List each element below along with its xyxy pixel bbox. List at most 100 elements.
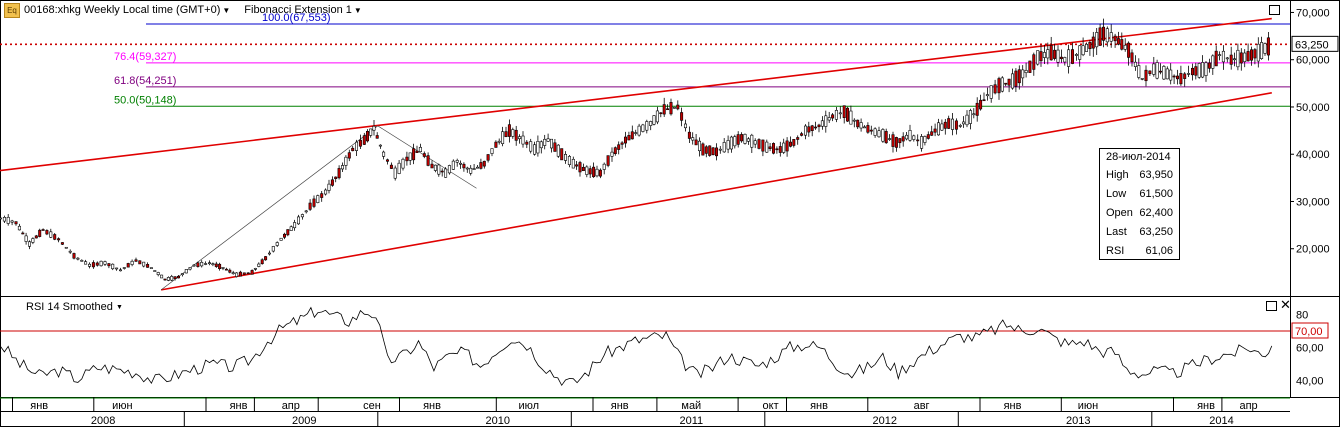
candle-body — [1229, 54, 1233, 65]
candle-body — [134, 259, 138, 262]
title-dropdown-icon[interactable]: ▼ — [222, 5, 231, 15]
candle-body — [1204, 62, 1208, 76]
candle-body — [972, 113, 976, 116]
candle-body — [613, 147, 617, 154]
candle-body — [1225, 57, 1229, 60]
candle-body — [437, 164, 441, 175]
candle-body — [1250, 49, 1254, 61]
candle-body — [655, 110, 659, 123]
candle-body — [0, 217, 3, 220]
candle-body — [820, 120, 824, 127]
candle-body — [76, 257, 80, 260]
rsi-panel-close-icon[interactable]: ✕ — [1280, 297, 1291, 312]
candle-body — [630, 131, 634, 140]
study-dropdown-icon[interactable]: ▼ — [353, 5, 362, 15]
candle-body — [17, 225, 21, 231]
candle-body — [80, 260, 84, 262]
candle-body — [722, 142, 726, 153]
month-label: янв — [1004, 400, 1022, 412]
candle-body — [260, 259, 264, 265]
candle-body — [1067, 49, 1071, 67]
candle-body — [993, 84, 997, 94]
candle-body — [122, 267, 126, 269]
candle-body — [525, 141, 529, 145]
rsi-level-tag — [1291, 322, 1329, 339]
candle-body — [817, 124, 821, 128]
candle-body — [440, 170, 444, 173]
last-price-tag — [1291, 35, 1339, 52]
candle-body — [933, 128, 937, 133]
info-date: 28-июл-2014 — [1106, 151, 1171, 163]
candle-body — [1056, 49, 1060, 63]
candle-body — [27, 241, 31, 247]
candle-body — [1140, 78, 1144, 80]
candle-body — [103, 261, 107, 265]
price-panel-maximize-icon[interactable] — [1269, 5, 1280, 15]
candle-body — [362, 135, 366, 145]
instrument-title[interactable]: 00168:xhkg Weekly Local time (GMT+0) — [24, 4, 221, 16]
candle-body — [753, 140, 757, 145]
candle-body — [1144, 69, 1148, 82]
candle-body — [859, 122, 863, 129]
candle-body — [866, 125, 870, 133]
candle-body — [563, 154, 567, 161]
candle-body — [486, 154, 490, 161]
candle-body — [982, 99, 986, 102]
candle-body — [479, 162, 483, 169]
candle-body — [214, 263, 218, 267]
candle-body — [231, 272, 235, 275]
candle-body — [469, 167, 473, 174]
month-label: окт — [763, 400, 779, 412]
candle-body — [41, 229, 45, 231]
candle-body — [465, 167, 469, 170]
candle-body — [908, 130, 912, 141]
candle-body — [444, 168, 448, 178]
candle-body — [200, 261, 204, 267]
candle-body — [1095, 32, 1099, 48]
candle-body — [1049, 45, 1053, 61]
candle-body — [1046, 49, 1050, 59]
candle-body — [792, 139, 796, 146]
equity-icon: Eq — [4, 2, 20, 18]
candle-body — [556, 144, 560, 157]
candle-body — [637, 125, 641, 136]
candle-body — [1137, 65, 1141, 78]
candle-body — [1074, 54, 1078, 56]
candle-body — [250, 270, 254, 275]
fib-level-label: 100.0(67,553) — [262, 12, 331, 24]
candle-body — [1088, 42, 1092, 50]
candle-body — [807, 126, 811, 133]
month-label: авг — [914, 400, 930, 412]
candle-body — [856, 119, 860, 128]
candle-body — [598, 169, 602, 177]
candle-body — [617, 144, 621, 150]
candle-body — [1014, 70, 1018, 87]
candle-body — [1071, 49, 1075, 64]
study-title[interactable]: Fibonacci Extension 1 — [244, 4, 352, 16]
candle-body — [718, 148, 722, 151]
candle-body — [898, 138, 902, 144]
candle-body — [627, 135, 631, 141]
candle-body — [482, 160, 486, 167]
candle-body — [1036, 50, 1040, 65]
candle-body — [88, 263, 92, 267]
candle-body — [490, 148, 494, 154]
candle-body — [691, 137, 695, 141]
candle-body — [1218, 54, 1222, 56]
channel-lower-line — [160, 92, 1272, 291]
rsi-panel-maximize-icon[interactable] — [1266, 301, 1277, 311]
candle-body — [504, 131, 508, 137]
candle-body — [1105, 28, 1109, 43]
candle-body — [708, 145, 712, 156]
candle-body — [378, 144, 382, 147]
candle-body — [1211, 55, 1215, 69]
candle-body — [778, 146, 782, 153]
candle-body — [153, 270, 157, 272]
candle-body — [472, 168, 476, 170]
candle-body — [743, 133, 747, 144]
candle-body — [1042, 52, 1046, 58]
candle-body — [740, 134, 744, 142]
candle-body — [1127, 42, 1131, 58]
candle-body — [372, 125, 376, 131]
candle-body — [683, 123, 687, 129]
